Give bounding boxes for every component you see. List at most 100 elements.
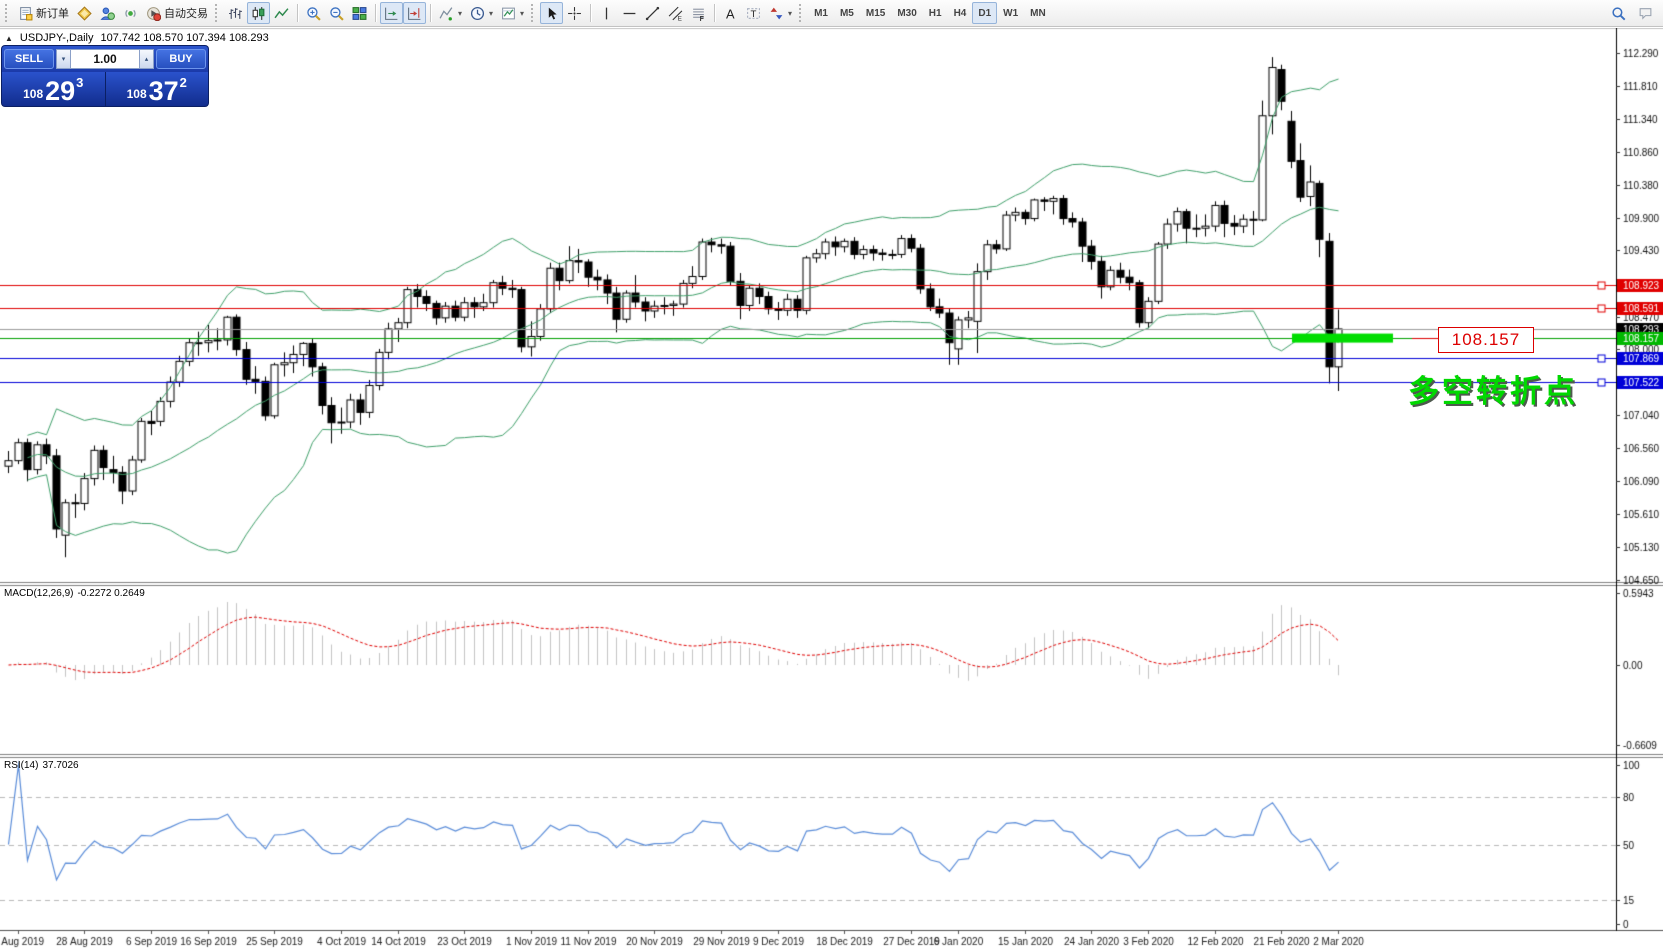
arrows-icon	[769, 6, 784, 21]
signals-icon	[123, 6, 138, 21]
timeframe-d1-label: D1	[978, 7, 992, 19]
toolbar-grip	[5, 4, 9, 22]
metaeditor-button[interactable]	[73, 2, 96, 24]
one-click-trading-panel: SELL ▾ ▴ BUY 108 29 3 108 37 2	[2, 46, 208, 106]
toolbar-grip	[799, 4, 803, 22]
crosshair-icon	[567, 6, 582, 21]
volume-input[interactable]	[71, 49, 139, 69]
sell-button[interactable]: SELL	[4, 49, 54, 69]
auto-scroll-button[interactable]	[380, 2, 403, 24]
trendline-button[interactable]	[641, 2, 664, 24]
fibonacci-icon: F	[691, 6, 706, 21]
timeframe-h1-label: H1	[928, 7, 942, 19]
chat-button[interactable]	[1634, 2, 1657, 24]
dropdown-arrow-icon: ▾	[489, 8, 494, 18]
bar-chart-button[interactable]	[224, 2, 247, 24]
timeframe-m15-label: M15	[865, 7, 886, 19]
buy-price[interactable]: 108 37 2	[105, 72, 208, 106]
volume-increase-button[interactable]: ▴	[139, 49, 154, 69]
chart-title: ▲ USDJPY-,Daily 107.742 108.570 107.394 …	[5, 32, 269, 44]
tile-windows-button[interactable]	[348, 2, 371, 24]
timeframe-d1[interactable]: D1	[972, 2, 998, 24]
new-order-button-label: 新订单	[36, 8, 69, 20]
volume-control: ▾ ▴	[56, 49, 154, 69]
trade-panel-prices: 108 29 3 108 37 2	[2, 72, 208, 106]
toolbar-sep	[590, 4, 592, 22]
price-annotation-box: 108.157	[1438, 327, 1534, 353]
timeframe-m30[interactable]: M30	[891, 2, 922, 24]
dropdown-arrow-icon: ▾	[520, 8, 525, 18]
new-order-icon	[18, 6, 33, 21]
community-button[interactable]	[96, 2, 119, 24]
toolbar-sep	[430, 4, 431, 22]
toolbar: 新订单 自动交易 ▾ ▾ ▾ E F A T ▾ M1 M5 M15 M30 H1 H4 D1 W1 MN	[0, 0, 1663, 27]
indicators-button[interactable]: ▾	[435, 2, 466, 24]
chart-shift-button[interactable]	[403, 2, 426, 24]
vertical-line-button[interactable]	[595, 2, 618, 24]
tile-windows-icon	[352, 6, 367, 21]
chart-window: ▲ USDJPY-,Daily 107.742 108.570 107.394 …	[0, 28, 1663, 952]
fibonacci-button[interactable]: F	[687, 2, 710, 24]
toolbar-sep	[297, 4, 298, 22]
candlestick-chart-button[interactable]	[247, 2, 270, 24]
periods-icon	[470, 6, 485, 21]
channel-button[interactable]: E	[664, 2, 687, 24]
timeframe-mn[interactable]: MN	[1024, 2, 1052, 24]
timeframe-m30-label: M30	[897, 7, 917, 19]
indicators-icon	[439, 6, 454, 21]
auto-scroll-icon	[384, 6, 399, 21]
dropdown-arrow-icon: ▾	[788, 8, 793, 18]
macd-indicator-label: MACD(12,26,9) -0.2272 0.2649	[4, 588, 145, 599]
trade-panel-top-row: SELL ▾ ▴ BUY	[2, 46, 208, 72]
symbol-search-button[interactable]	[1607, 2, 1630, 24]
crosshair-button[interactable]	[563, 2, 586, 24]
periods-button[interactable]: ▾	[466, 2, 497, 24]
timeframe-m15[interactable]: M15	[860, 2, 891, 24]
timeframe-w1-label: W1	[1003, 7, 1019, 19]
timeframe-mn-label: MN	[1030, 7, 1046, 19]
timeframe-m1[interactable]: M1	[808, 2, 834, 24]
new-order-button[interactable]: 新订单	[14, 2, 73, 24]
text-label-button[interactable]: T	[742, 2, 765, 24]
timeframe-m5-label: M5	[839, 7, 854, 19]
horizontal-line-button[interactable]	[618, 2, 641, 24]
timeframe-h1[interactable]: H1	[923, 2, 948, 24]
volume-decrease-button[interactable]: ▾	[56, 49, 71, 69]
svg-text:T: T	[751, 8, 757, 19]
horizontal-line-icon	[622, 6, 637, 21]
arrows-button[interactable]: ▾	[765, 2, 796, 24]
timeframe-h4[interactable]: H4	[948, 2, 973, 24]
dropdown-arrow-icon: ▾	[458, 8, 463, 18]
line-chart-icon	[274, 6, 289, 21]
buy-button[interactable]: BUY	[156, 49, 206, 69]
cursor-button[interactable]	[540, 2, 564, 24]
autotrading-icon	[146, 6, 161, 21]
toolbar-sep	[714, 4, 716, 22]
chart-shift-icon	[407, 6, 422, 21]
toolbar-grip	[215, 4, 219, 22]
zoom-in-icon	[306, 6, 321, 21]
price-chart-canvas[interactable]	[0, 28, 1663, 952]
timeframe-m5[interactable]: M5	[834, 2, 860, 24]
text-button[interactable]: A	[719, 2, 742, 24]
autotrading-button[interactable]: 自动交易	[142, 2, 212, 24]
templates-button[interactable]: ▾	[497, 2, 528, 24]
ohlc-values: 107.742 108.570 107.394 108.293	[100, 32, 269, 44]
timeframe-h4-label: H4	[953, 7, 967, 19]
signals-button[interactable]	[119, 2, 142, 24]
svg-text:A: A	[726, 6, 735, 21]
text-icon: A	[723, 6, 738, 21]
collapse-icon[interactable]: ▲	[5, 33, 13, 43]
svg-text:F: F	[700, 15, 704, 20]
timeframe-w1[interactable]: W1	[997, 2, 1024, 24]
bar-chart-icon	[228, 6, 243, 21]
zoom-out-button[interactable]	[325, 2, 348, 24]
sell-price[interactable]: 108 29 3	[2, 72, 105, 106]
vertical-line-icon	[599, 6, 614, 21]
svg-text:E: E	[678, 15, 682, 21]
chat-icon	[1638, 6, 1653, 21]
line-chart-button[interactable]	[270, 2, 293, 24]
templates-icon	[501, 6, 516, 21]
zoom-in-button[interactable]	[302, 2, 325, 24]
text-label-icon: T	[746, 6, 761, 21]
